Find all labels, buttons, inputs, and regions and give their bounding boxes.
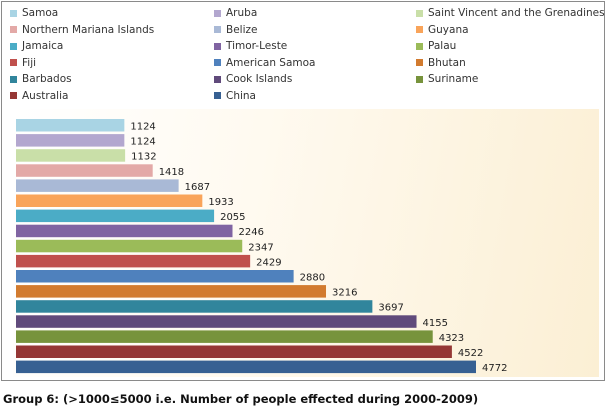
legend-label: Jamaica [22, 40, 64, 52]
legend-swatch [214, 26, 221, 33]
data-label: 4772 [482, 363, 507, 374]
legend-swatch [416, 59, 423, 66]
bar [16, 285, 327, 298]
bar [16, 239, 243, 253]
data-label: 2246 [239, 227, 264, 238]
data-label: 1418 [159, 167, 184, 178]
legend-item: American Samoa [214, 56, 316, 70]
legend-swatch [214, 42, 221, 50]
bar [16, 345, 452, 358]
bar [16, 360, 476, 374]
data-label: 1124 [130, 137, 155, 148]
legend-item: Suriname [416, 72, 478, 86]
legend-item: Saint Vincent and the Grenadines [416, 6, 605, 20]
legend-label: Aruba [226, 7, 258, 19]
legend-swatch [10, 9, 17, 17]
bar [16, 119, 125, 132]
legend-swatch [416, 75, 423, 83]
bar [16, 300, 373, 313]
bar [16, 254, 251, 268]
legend-label: Timor-Leste [226, 40, 288, 52]
legend-label: Barbados [22, 73, 72, 85]
legend-item: China [214, 89, 256, 103]
data-label: 2347 [248, 242, 273, 253]
bar [16, 330, 433, 343]
legend-item: Fiji [10, 56, 36, 70]
bar [16, 134, 125, 147]
bar [16, 194, 203, 207]
legend-label: Belize [226, 23, 258, 36]
data-label: 2880 [300, 273, 325, 284]
data-label: 2055 [220, 212, 245, 223]
data-label: 1124 [130, 122, 155, 133]
legend-label: Northern Mariana Islands [22, 23, 155, 36]
legend-swatch [214, 75, 221, 83]
legend-item: Australia [10, 89, 68, 103]
legend-label: Saint Vincent and the Grenadines [428, 7, 605, 19]
figure-caption: Group 6: (>1000≤5000 i.e. Number of peop… [3, 392, 479, 406]
legend-swatch [416, 42, 423, 50]
data-label: 3216 [332, 288, 357, 299]
legend-item: Aruba [214, 6, 257, 20]
legend-swatch [416, 26, 423, 33]
data-label: 3697 [378, 303, 403, 314]
bar [16, 315, 417, 328]
data-label: 2429 [256, 257, 281, 268]
legend-swatch [416, 9, 423, 17]
bar [16, 270, 294, 283]
legend-label: China [226, 89, 256, 102]
legend-item: Belize [214, 23, 257, 37]
legend-item: Cook Islands [214, 72, 292, 86]
legend-swatch [10, 92, 17, 99]
legend-swatch [10, 59, 17, 66]
legend-label: Australia [22, 89, 69, 102]
legend-swatch [214, 9, 221, 17]
legend-item: Samoa [10, 6, 58, 20]
bar [16, 149, 126, 162]
legend-label: American Samoa [226, 56, 316, 69]
bar [16, 224, 233, 238]
data-label: 1687 [185, 182, 210, 193]
bar [16, 209, 215, 223]
legend-swatch [10, 42, 17, 50]
legend-label: Cook Islands [226, 73, 293, 85]
plot-area: 1124 1124 1132 1418 1687 1933 2055 2246 2347 2429… [13, 109, 599, 377]
data-label: 4323 [439, 333, 464, 344]
legend-item: Northern Mariana Islands [10, 23, 154, 37]
legend-swatch [10, 75, 17, 83]
data-label: 4155 [423, 318, 448, 329]
legend-label: Palau [428, 40, 457, 52]
chart-legend: Samoa Aruba Saint Vincent and the Grenadin… [2, 2, 606, 112]
legend-label: Fiji [22, 56, 37, 69]
data-label: 1933 [208, 197, 233, 208]
legend-label: Samoa [22, 7, 59, 19]
data-label: 4522 [458, 348, 483, 359]
legend-label: Suriname [428, 73, 479, 85]
legend-item: Barbados [10, 72, 72, 86]
legend-item: Palau [416, 39, 456, 53]
chart-frame: Samoa Aruba Saint Vincent and the Grenadin… [1, 1, 605, 381]
legend-item: Timor-Leste [214, 39, 287, 53]
data-label: 1132 [131, 152, 156, 163]
legend-swatch [214, 59, 221, 66]
legend-item: Guyana [416, 23, 469, 37]
legend-swatch [10, 26, 17, 33]
legend-item: Jamaica [10, 39, 63, 53]
bar [16, 179, 179, 192]
bar [16, 164, 153, 177]
legend-swatch [214, 92, 221, 99]
legend-label: Guyana [428, 23, 469, 36]
legend-label: Bhutan [428, 56, 466, 69]
legend-item: Bhutan [416, 56, 466, 70]
